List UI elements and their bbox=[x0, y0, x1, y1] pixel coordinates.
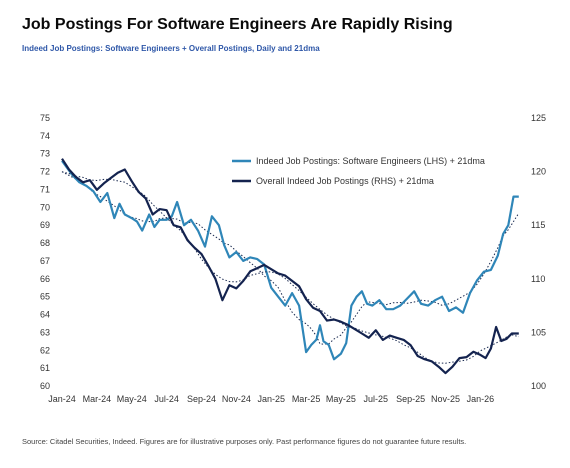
left-tick-label: 73 bbox=[40, 149, 50, 159]
source-footnote: Source: Citadel Securities, Indeed. Figu… bbox=[22, 437, 467, 446]
right-tick-label: 105 bbox=[531, 327, 546, 337]
left-tick-label: 74 bbox=[40, 131, 50, 141]
legend-label-overall: Overall Indeed Job Postings (RHS) + 21dm… bbox=[256, 176, 434, 186]
software-21dma-line bbox=[61, 171, 520, 345]
x-axis-ticks: Jan-24 Mar-24 May-24 Jul-24 Sep-24 Nov-24 Jan-… bbox=[48, 394, 494, 404]
left-tick-label: 62 bbox=[40, 345, 50, 355]
x-tick-label: Sep-24 bbox=[187, 394, 216, 404]
x-tick-label: Jul-24 bbox=[154, 394, 179, 404]
x-tick-label: Jan-26 bbox=[467, 394, 495, 404]
left-tick-label: 60 bbox=[40, 381, 50, 391]
left-tick-label: 71 bbox=[40, 184, 50, 194]
x-tick-label: Nov-24 bbox=[222, 394, 251, 404]
chart-title: Job Postings For Software Engineers Are … bbox=[22, 16, 453, 33]
left-tick-label: 75 bbox=[40, 113, 50, 123]
legend-label-software: Indeed Job Postings: Software Engineers … bbox=[256, 156, 485, 166]
right-tick-label: 125 bbox=[531, 113, 546, 123]
left-axis-ticks: 60 61 62 63 64 65 66 67 68 69 70 71 72 73 74 75 bbox=[40, 113, 50, 391]
right-tick-label: 100 bbox=[531, 381, 546, 391]
right-tick-label: 120 bbox=[531, 167, 546, 177]
left-tick-label: 68 bbox=[40, 238, 50, 248]
right-tick-label: 110 bbox=[531, 274, 545, 284]
chart-subtitle: Indeed Job Postings: Software Engineers … bbox=[22, 44, 320, 53]
x-tick-label: Jan-25 bbox=[257, 394, 285, 404]
left-tick-label: 66 bbox=[40, 274, 50, 284]
left-tick-label: 69 bbox=[40, 220, 50, 230]
x-tick-label: Sep-25 bbox=[396, 394, 425, 404]
left-tick-label: 65 bbox=[40, 292, 50, 302]
x-tick-label: Mar-24 bbox=[83, 394, 112, 404]
x-tick-label: Jan-24 bbox=[48, 394, 76, 404]
x-tick-label: Nov-25 bbox=[431, 394, 460, 404]
series-layer bbox=[61, 158, 520, 375]
x-tick-label: Mar-25 bbox=[292, 394, 321, 404]
left-tick-label: 63 bbox=[40, 327, 50, 337]
left-tick-label: 61 bbox=[40, 363, 50, 373]
right-tick-label: 115 bbox=[531, 220, 545, 230]
left-tick-label: 67 bbox=[40, 256, 50, 266]
legend: Indeed Job Postings: Software Engineers … bbox=[232, 156, 485, 186]
overall-21dma-line bbox=[61, 171, 519, 364]
right-axis-ticks: 100 105 110 115 120 125 bbox=[531, 113, 546, 391]
software-series-line bbox=[61, 160, 519, 361]
x-tick-label: May-24 bbox=[117, 394, 147, 404]
left-tick-label: 72 bbox=[40, 167, 50, 177]
x-tick-label: May-25 bbox=[326, 394, 356, 404]
left-tick-label: 64 bbox=[40, 310, 50, 320]
x-tick-label: Jul-25 bbox=[364, 394, 389, 404]
left-tick-label: 70 bbox=[40, 202, 50, 212]
overall-series-line bbox=[61, 158, 519, 375]
